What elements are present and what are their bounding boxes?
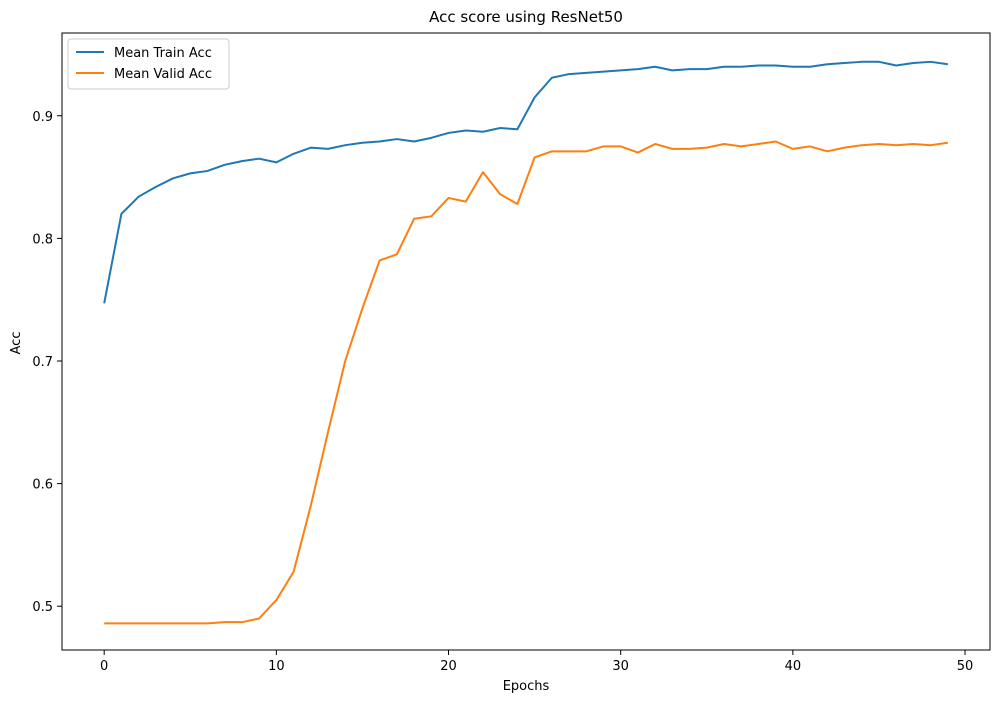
- y-tick-label: 0.9: [32, 110, 53, 125]
- y-tick-label: 0.5: [32, 600, 53, 615]
- x-tick-label: 30: [612, 659, 629, 674]
- x-tick-label: 20: [440, 659, 457, 674]
- series-line-train: [103, 60, 948, 304]
- series-line-valid: [104, 140, 948, 625]
- legend-label: Mean Valid Acc: [114, 67, 212, 82]
- y-tick-label: 0.6: [32, 478, 53, 493]
- x-tick-label: 40: [785, 659, 802, 674]
- chart-title: Acc score using ResNet50: [429, 8, 623, 26]
- x-tick-label: 0: [100, 659, 108, 674]
- y-tick-label: 0.8: [32, 232, 53, 247]
- y-axis-label: Acc: [9, 332, 24, 355]
- x-tick-label: 10: [268, 659, 285, 674]
- plot-frame: [61, 32, 991, 651]
- x-tick-label: 50: [957, 659, 974, 674]
- plot-area: 0 10 20 30 40 50 0.5 0.6 0.7 0.8 0.9: [32, 32, 991, 674]
- legend-box: [67, 38, 230, 90]
- x-axis-label: Epochs: [503, 679, 550, 694]
- legend: Mean Train Acc Mean Valid Acc: [67, 38, 230, 90]
- legend-label: Mean Train Acc: [114, 46, 212, 61]
- y-tick-label: 0.7: [32, 355, 53, 370]
